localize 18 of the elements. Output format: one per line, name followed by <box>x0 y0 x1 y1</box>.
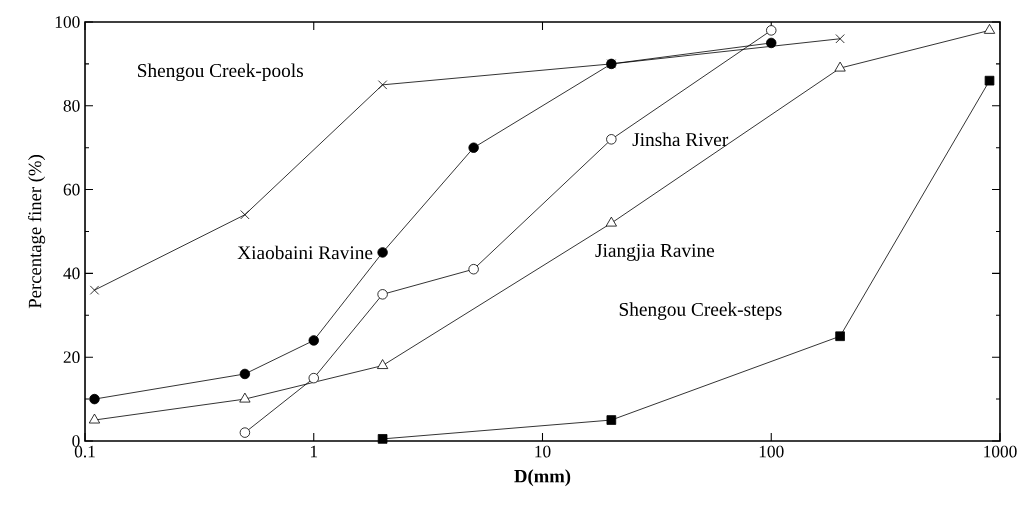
text: Shengou Creek-pools <box>138 63 304 82</box>
x-tick-label: 10 <box>535 445 551 458</box>
x-tick-label: 1 <box>310 445 318 458</box>
series-label: Xiaobaini Ravine <box>237 245 373 260</box>
y-tick-label: 0 <box>72 435 80 447</box>
x-tick-label: 1000 <box>984 445 1017 458</box>
x-axis-title: D(mm) <box>514 469 571 487</box>
y-tick-label: 60 <box>63 183 80 196</box>
y-tick-label: 80 <box>63 99 80 112</box>
y-tick-label: 20 <box>63 351 80 364</box>
y-tick-label: 100 <box>55 16 80 28</box>
series-label: Jinsha River <box>632 132 729 147</box>
x-tick-label: 0.1 <box>74 445 95 458</box>
y-tick-label: 40 <box>63 267 80 280</box>
series-label: Shengou Creek-steps <box>619 302 782 320</box>
y-axis-title: Percentage finer (%) <box>27 155 46 309</box>
x-tick-label: 100 <box>759 445 784 458</box>
series-label: Jiangjia Ravine <box>595 243 715 261</box>
